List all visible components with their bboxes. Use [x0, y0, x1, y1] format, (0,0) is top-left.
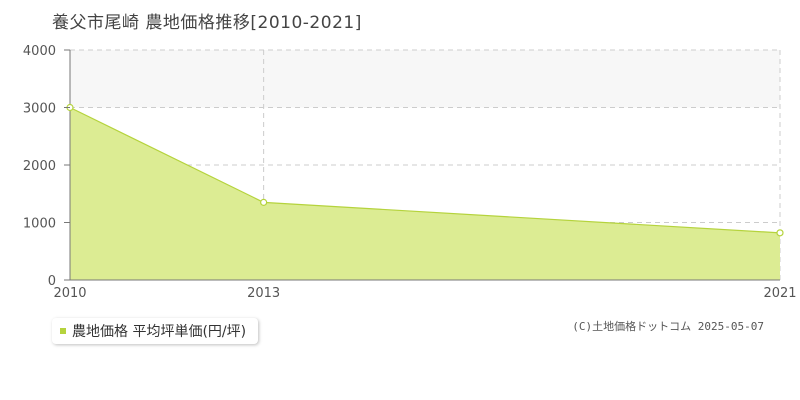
y-tick-label: 4000 [23, 44, 56, 59]
y-tick-label: 3000 [23, 102, 56, 117]
legend-swatch [60, 328, 66, 334]
x-tick-label: 2021 [763, 286, 796, 301]
chart-title: 養父市尾崎 農地価格推移[2010-2021] [52, 13, 362, 33]
plot-band [70, 50, 780, 108]
copyright-credit: (C)土地価格ドットコム 2025-05-07 [572, 320, 764, 333]
x-tick-labels: 2010 2013 2021 [53, 286, 796, 301]
y-tick-label: 0 [48, 274, 56, 289]
y-tick-labels: 0 1000 2000 3000 4000 [23, 44, 70, 289]
x-tick-label: 2013 [247, 286, 280, 301]
data-point [776, 229, 784, 237]
series-area [70, 107, 780, 280]
legend: 農地価格 平均坪単価(円/坪) [52, 318, 259, 344]
y-tick-label: 1000 [23, 217, 56, 232]
legend-label: 農地価格 平均坪単価(円/坪) [72, 324, 247, 340]
y-tick-label: 2000 [23, 159, 56, 174]
x-tick-label: 2010 [53, 286, 86, 301]
data-point [260, 198, 268, 206]
